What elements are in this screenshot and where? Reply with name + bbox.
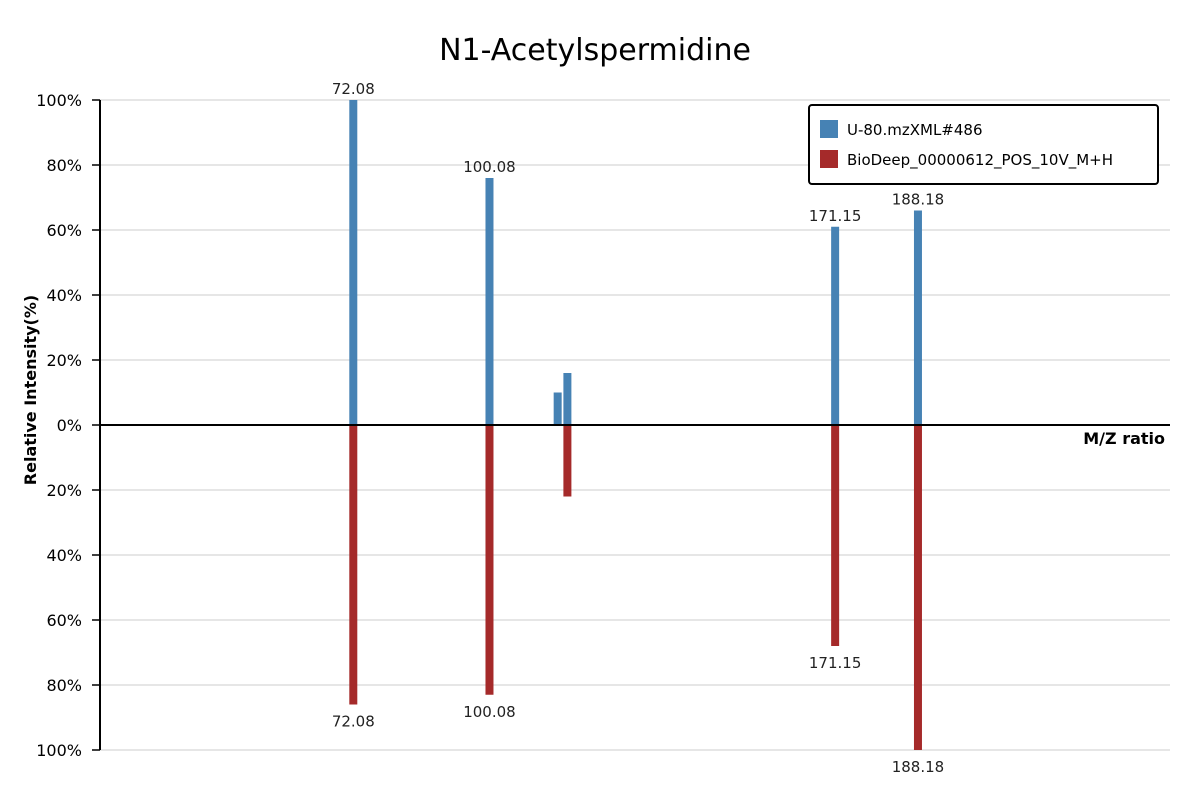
sample-peak-label: 72.08 <box>332 80 375 98</box>
sample-peak-label: 188.18 <box>892 191 945 209</box>
bars <box>349 100 922 750</box>
y-tick-label: 80% <box>46 156 82 175</box>
legend: U-80.mzXML#486 BioDeep_00000612_POS_10V_… <box>808 104 1159 185</box>
reference-peak-label: 100.08 <box>463 703 516 721</box>
sample-peak-bar <box>913 210 922 425</box>
sample-peak-bar <box>563 373 572 425</box>
y-tick-label: 20% <box>46 481 82 500</box>
x-axis-title: M/Z ratio <box>1083 429 1165 448</box>
y-axis-ticks: 100% 80% 60% 40% 20% 0% 20% 40% 60% 80% 100% <box>36 91 100 760</box>
sample-peak-bar <box>349 100 358 425</box>
reference-peak-bar <box>485 425 494 695</box>
y-axis-title: Relative Intensity(%) <box>21 295 40 485</box>
sample-peak-bar <box>485 178 494 425</box>
y-tick-label: 80% <box>46 676 82 695</box>
bar-labels: 72.08 100.08 171.15 188.18 72.08 100.08 171.15… <box>332 80 944 776</box>
chart-title: N1-Acetylspermidine <box>439 33 751 68</box>
reference-peak-bar <box>349 425 358 705</box>
legend-box <box>808 104 1159 185</box>
y-tick-label: 100% <box>36 741 82 760</box>
y-tick-label: 40% <box>46 286 82 305</box>
sample-peak-bar <box>831 226 840 425</box>
reference-peak-label: 188.18 <box>892 758 945 776</box>
y-tick-label: 20% <box>46 351 82 370</box>
y-tick-label: 40% <box>46 546 82 565</box>
reference-peak-bar <box>831 425 840 646</box>
legend-label-biodeep: BioDeep_00000612_POS_10V_M+H <box>847 151 1113 170</box>
y-tick-label: 0% <box>57 416 82 435</box>
reference-peak-bar <box>913 425 922 750</box>
sample-peak-label: 171.15 <box>809 207 862 225</box>
reference-peak-bar <box>563 425 572 497</box>
y-tick-label: 60% <box>46 611 82 630</box>
legend-label-u80: U-80.mzXML#486 <box>847 121 983 139</box>
reference-peak-label: 72.08 <box>332 713 375 731</box>
sample-peak-label: 100.08 <box>463 158 516 176</box>
legend-swatch-u80 <box>820 120 838 138</box>
legend-swatch-biodeep <box>820 150 838 168</box>
reference-peak-label: 171.15 <box>809 654 862 672</box>
sample-peak-bar <box>553 392 562 425</box>
y-tick-label: 100% <box>36 91 82 110</box>
y-tick-label: 60% <box>46 221 82 240</box>
